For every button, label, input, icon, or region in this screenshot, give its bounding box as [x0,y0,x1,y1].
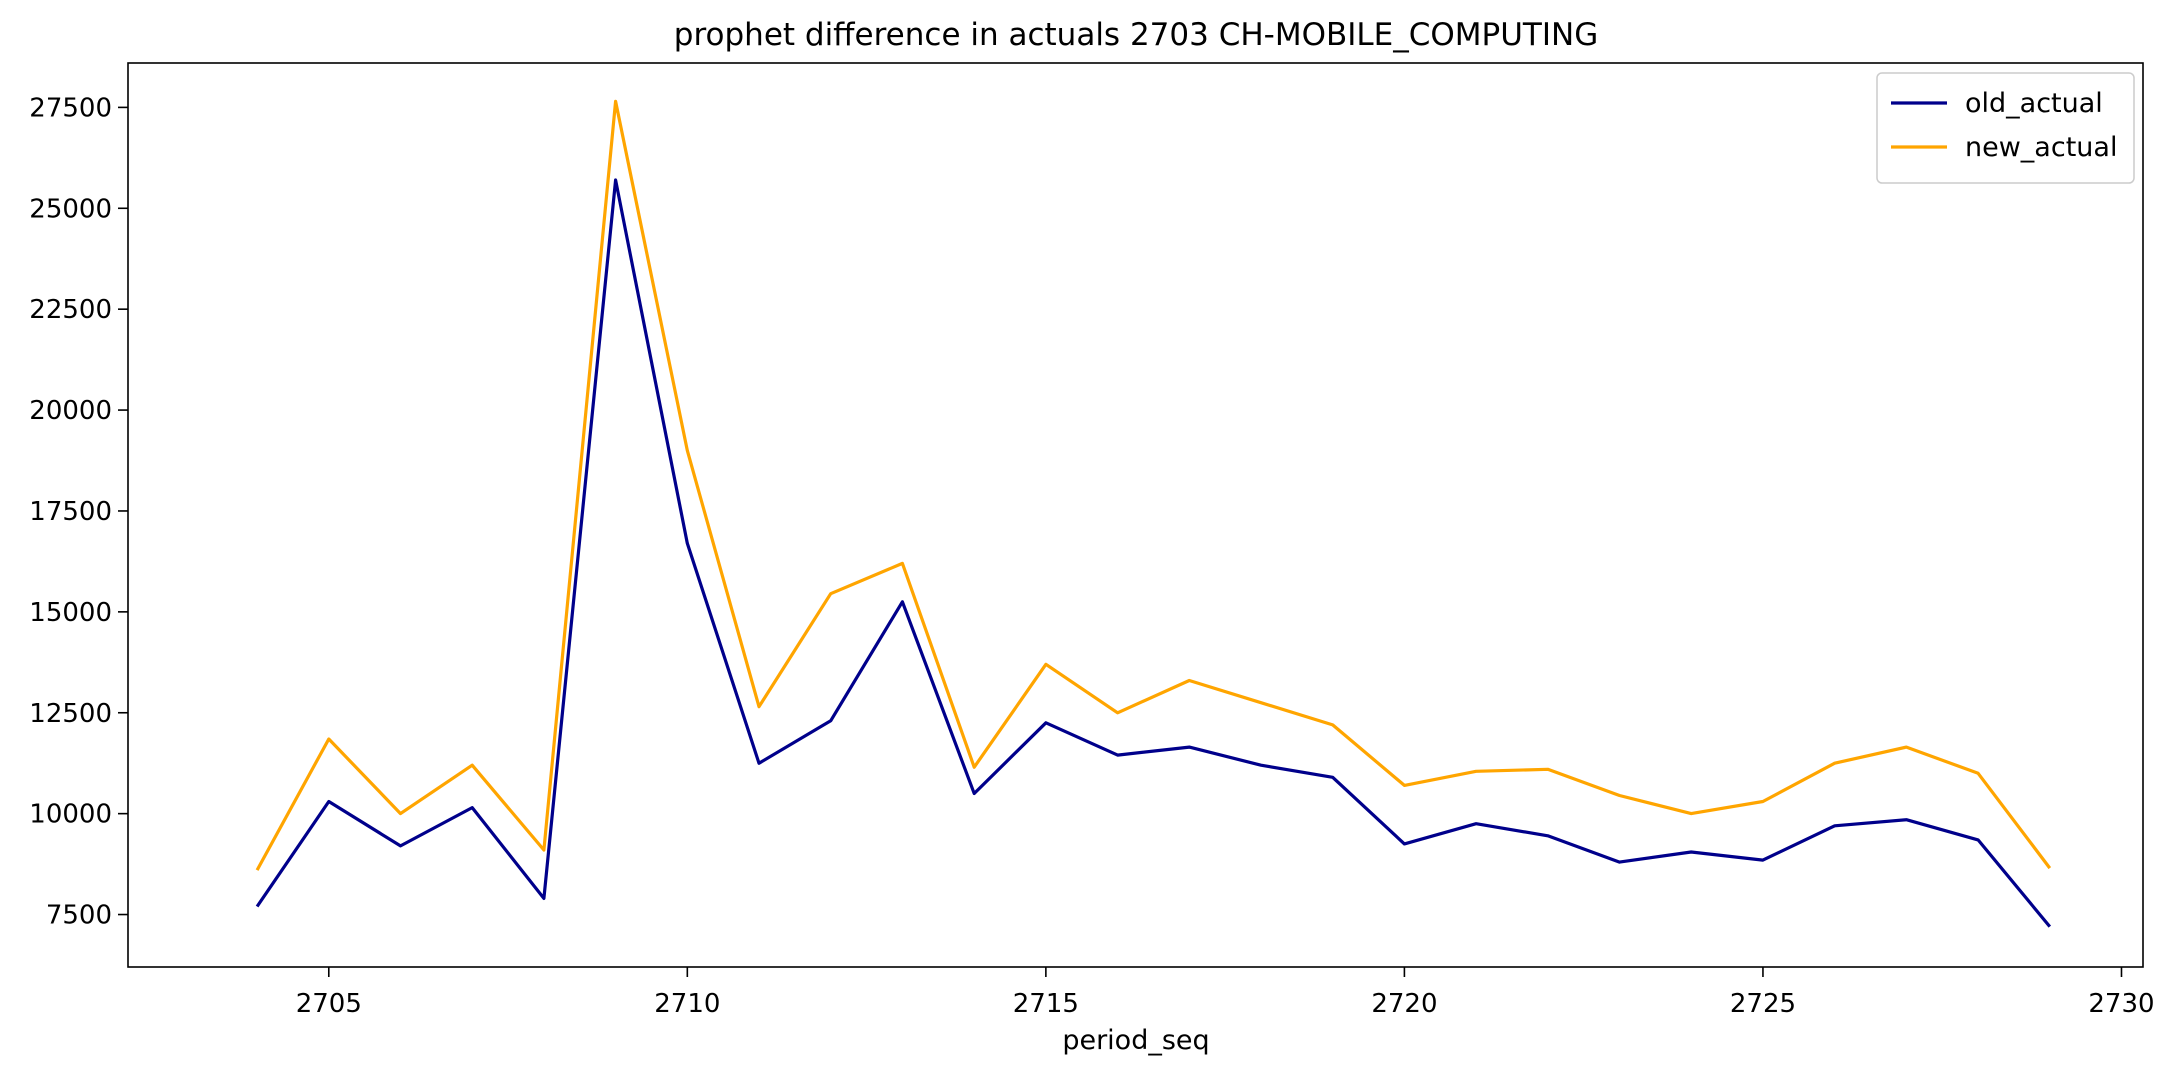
y-tick-label: 17500 [29,497,112,527]
x-tick-label: 2715 [1013,989,1079,1019]
x-tick-label: 2705 [296,989,362,1019]
plot-area-frame [127,62,2144,968]
y-tick-label: 27500 [29,93,112,123]
y-tick-label: 20000 [29,396,112,426]
x-axis-label: period_seq [1062,1025,1209,1056]
series-lines [255,99,2052,928]
x-axis: 2705 2710 2715 2720 2725 2730 [296,967,2155,1019]
y-tick-label: 25000 [29,194,112,224]
legend: old_actual new_actual [1876,72,2135,184]
x-tick-label: 2720 [1371,989,1437,1019]
chart-title: prophet difference in actuals 2703 CH-MO… [674,17,1598,53]
x-tick-label: 2710 [654,989,720,1019]
series-line-old-actual [255,178,2052,928]
y-tick-label: 12500 [29,699,112,729]
legend-box [1876,72,2135,184]
y-tick-label: 15000 [29,598,112,628]
y-tick-label: 10000 [29,800,112,830]
x-tick-label: 2730 [2088,989,2154,1019]
legend-entry-label: old_actual [1965,88,2103,119]
x-tick-label: 2725 [1730,989,1796,1019]
y-tick-label: 22500 [29,295,112,325]
y-tick-label: 7500 [46,901,112,931]
legend-entry-label: new_actual [1965,132,2117,163]
series-line-new-actual [255,99,2052,871]
y-axis: 7500 10000 12500 15000 17500 20000 22500 25000 2… [29,93,128,931]
